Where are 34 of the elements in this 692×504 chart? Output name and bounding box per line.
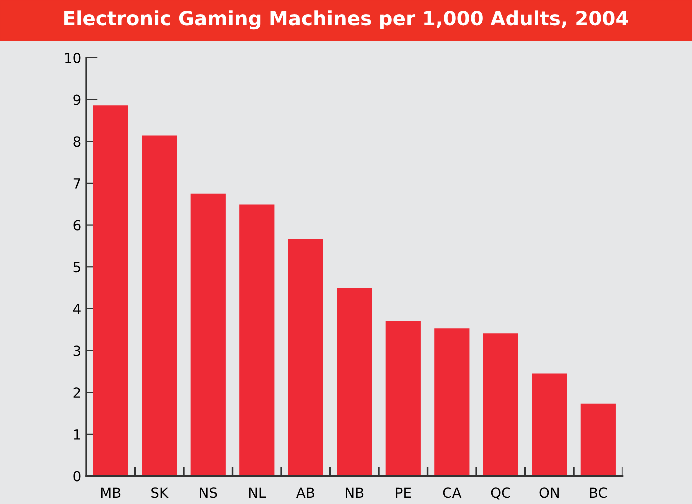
y-tick-label: 7: [74, 178, 80, 189]
x-tick-label: NB: [346, 488, 364, 498]
x-tick-label: AB: [296, 488, 314, 498]
y-tick-label: 2: [74, 388, 80, 398]
x-tick-label: NL: [249, 488, 266, 498]
y-tick-label: 4: [73, 304, 81, 314]
bar: [240, 204, 275, 476]
bar: [386, 322, 421, 476]
x-tick-label: ON: [540, 488, 559, 498]
bar: [93, 106, 128, 476]
y-tick-label: 9: [74, 94, 81, 106]
x-tick-label: BC: [590, 488, 608, 498]
y-tick-label: 3: [74, 346, 81, 356]
chart-title: Electronic Gaming Machines per 1,000 Adults, 2004: [64, 10, 628, 30]
x-tick-label: SK: [152, 488, 169, 498]
bar: [532, 374, 568, 476]
y-tick-label: 10: [65, 52, 81, 64]
bar: [483, 334, 518, 476]
y-tick-label: 5: [74, 262, 80, 273]
x-tick-label: NS: [200, 488, 218, 498]
y-tick-label: 1: [74, 430, 80, 440]
bar: [190, 194, 226, 476]
bar: [337, 288, 372, 476]
x-tick-label: QC: [491, 488, 510, 500]
x-tick-label: MB: [101, 488, 121, 498]
x-tick-label: PE: [396, 488, 412, 498]
x-tick-label: CA: [443, 488, 462, 498]
y-tick-label: 8: [74, 136, 81, 148]
bar: [288, 239, 324, 476]
bar: [142, 136, 178, 476]
bar: [434, 328, 470, 476]
y-tick-label: 0: [74, 471, 81, 482]
y-tick-label: 6: [74, 220, 81, 231]
bar: [580, 404, 616, 476]
